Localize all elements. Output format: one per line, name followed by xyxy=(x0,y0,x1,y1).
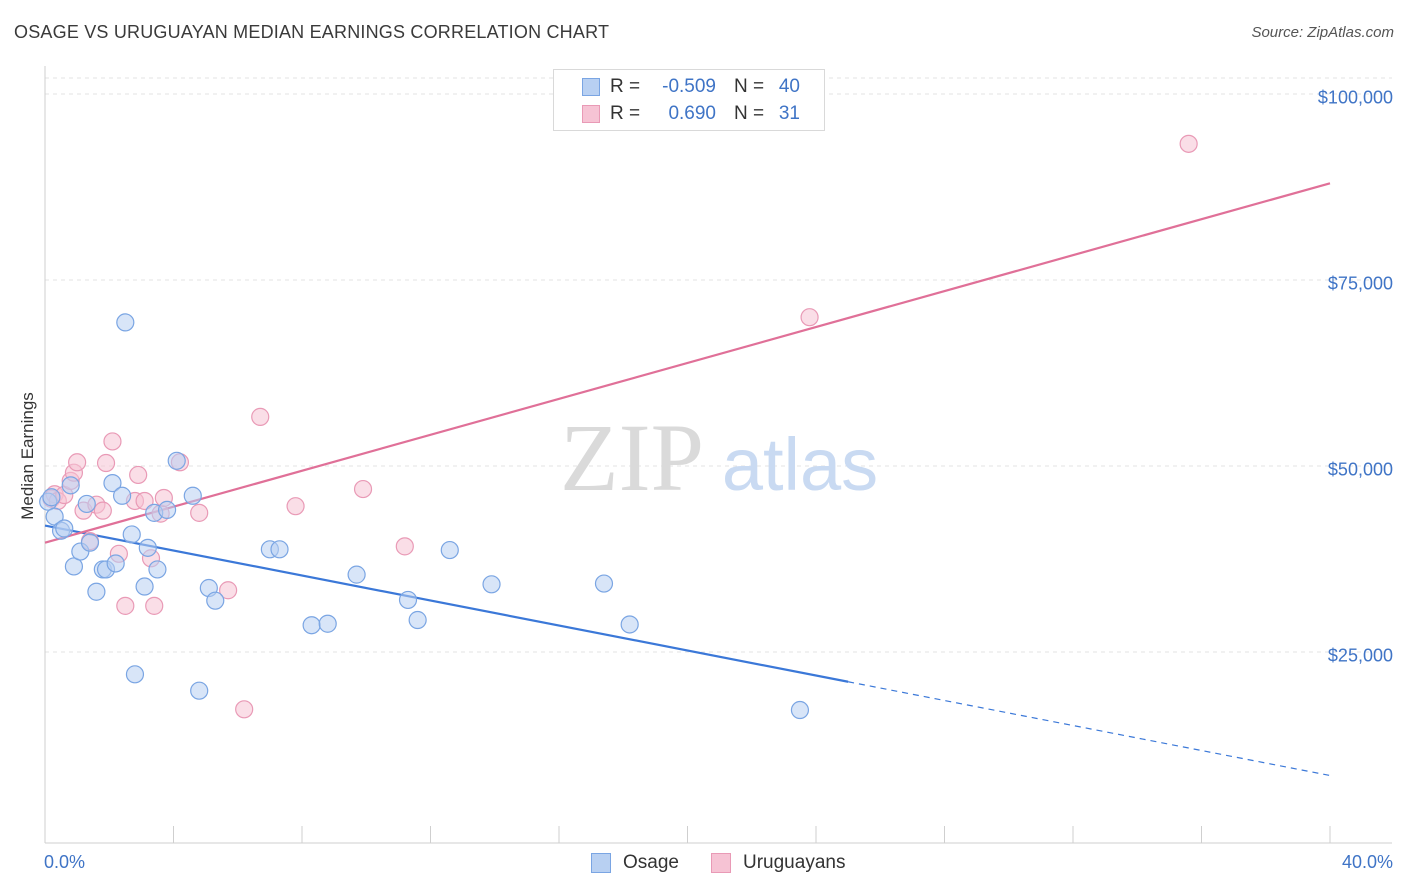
n-value: 31 xyxy=(778,103,800,124)
uruguayans-point xyxy=(1179,134,1198,153)
r-label: R = xyxy=(610,103,641,124)
uruguayans-point xyxy=(103,432,122,451)
uruguayans-point xyxy=(96,453,116,473)
n-value: 40 xyxy=(778,76,800,97)
legend-label: Osage xyxy=(623,852,679,873)
watermark: ZIP atlas xyxy=(560,404,878,511)
osage-point xyxy=(167,451,186,470)
stats-row-uruguayans: R = 0.690 N = 31 xyxy=(554,101,824,129)
r-label: R = xyxy=(610,76,641,97)
osage-legend-swatch xyxy=(591,853,611,873)
osage-point xyxy=(347,565,366,584)
uruguayans-point xyxy=(800,308,819,327)
osage-point xyxy=(302,616,321,635)
osage-point xyxy=(594,574,614,593)
osage-point xyxy=(157,500,177,519)
uruguayans-point xyxy=(116,596,135,615)
uruguayans-point xyxy=(93,501,112,520)
osage-point xyxy=(190,681,209,700)
osage-point xyxy=(620,615,639,634)
y-tick-label: $50,000 xyxy=(1327,459,1393,480)
chart-title: OSAGE VS URUGUAYAN MEDIAN EARNINGS CORRE… xyxy=(14,22,610,42)
watermark-zip: ZIP xyxy=(560,404,704,511)
uruguayans-swatch xyxy=(582,105,600,123)
osage-point xyxy=(318,614,337,633)
osage-point xyxy=(116,313,135,332)
uruguayans-point xyxy=(190,503,209,522)
osage-point xyxy=(482,575,501,594)
osage-point xyxy=(138,538,157,557)
source-label: Source: ZipAtlas.com xyxy=(1251,24,1394,41)
legend-label: Uruguayans xyxy=(743,852,846,873)
osage-point xyxy=(125,665,145,684)
y-tick-label: $25,000 xyxy=(1327,645,1393,666)
uruguayans-point xyxy=(68,453,87,472)
osage-point xyxy=(80,533,100,552)
uruguayans-point xyxy=(129,465,148,485)
uruguayans-point xyxy=(286,497,305,516)
uruguayans-trend xyxy=(44,182,1331,544)
osage-point xyxy=(106,554,125,573)
uruguayans-point xyxy=(135,491,154,511)
uruguayans-point xyxy=(353,479,373,499)
osage-point xyxy=(55,519,74,538)
osage-point xyxy=(87,582,106,601)
osage-point xyxy=(103,474,122,493)
osage-point xyxy=(183,486,202,505)
osage-swatch xyxy=(582,78,600,96)
osage-point xyxy=(398,590,418,610)
watermark-atlas: atlas xyxy=(722,423,878,506)
stats-row-osage: R = -0.509 N = 40 xyxy=(554,74,824,102)
osage-point xyxy=(135,577,154,596)
y-tick-label: $100,000 xyxy=(1317,87,1393,108)
data-points xyxy=(39,134,1198,720)
osage-trend-solid xyxy=(44,524,849,683)
osage-point xyxy=(77,494,96,514)
n-label: N = xyxy=(734,103,765,124)
osage-point xyxy=(270,540,289,559)
x-tick-min: 0.0% xyxy=(44,852,86,872)
osage-point xyxy=(122,525,141,544)
osage-trend-dashed xyxy=(848,681,1331,777)
uruguayans-point xyxy=(395,537,414,556)
osage-point xyxy=(61,476,80,495)
y-tick-label: $75,000 xyxy=(1327,273,1393,294)
uruguayans-point xyxy=(219,581,238,600)
uruguayans-legend-swatch xyxy=(711,853,731,873)
osage-point xyxy=(790,700,810,720)
stats-box: R = -0.509 N = 40 R = 0.690 N = 31 xyxy=(553,69,825,131)
uruguayans-point xyxy=(145,596,164,615)
r-value: -0.509 xyxy=(662,76,716,97)
osage-point xyxy=(42,488,61,507)
osage-point xyxy=(440,540,459,560)
r-value: 0.690 xyxy=(668,103,716,124)
uruguayans-point xyxy=(251,407,270,426)
osage-point xyxy=(148,560,167,579)
axes xyxy=(44,66,1392,844)
osage-point xyxy=(206,591,225,610)
osage-point xyxy=(408,610,427,630)
uruguayans-point xyxy=(235,700,254,719)
uruguayans-trend-line xyxy=(44,182,1331,544)
x-tick-max: 40.0% xyxy=(1341,852,1393,872)
n-label: N = xyxy=(734,76,765,97)
osage-trend xyxy=(44,524,1331,777)
osage-point xyxy=(112,486,132,505)
